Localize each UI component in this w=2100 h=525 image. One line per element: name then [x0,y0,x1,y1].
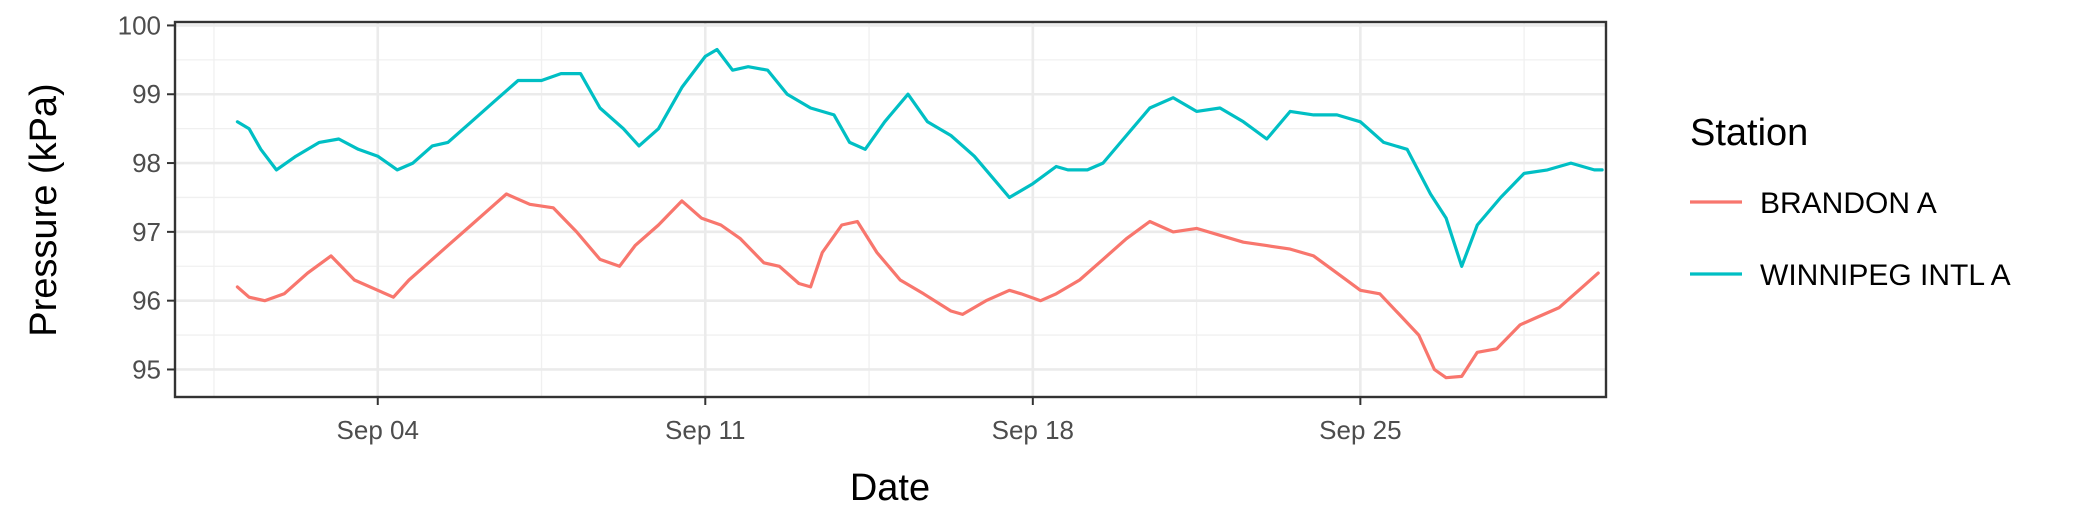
series-line [235,192,1600,380]
x-tick-label: Sep 04 [337,415,419,445]
y-tick-label: 97 [132,217,161,247]
y-axis-title: Pressure (kPa) [23,83,65,336]
y-tick-label: 99 [132,79,161,109]
x-axis-title: Date [850,467,930,509]
legend-label: WINNIPEG INTL A [1760,259,2011,292]
series-line [235,47,1604,268]
panel-background [175,22,1606,397]
y-axis: 95 96 97 98 99 100 [118,10,175,384]
legend-title: Station [1690,112,1808,154]
y-tick-label: 98 [132,148,161,178]
x-tick-label: Sep 11 [665,415,745,445]
legend-label: BRANDON A [1760,187,1937,220]
y-tick-label: 96 [132,286,161,316]
series-lines [235,47,1604,380]
x-tick-label: Sep 18 [992,415,1074,445]
panel-border [173,20,1608,399]
y-tick-label: 100 [118,10,161,40]
legend: Station BRANDON A WINNIPEG INTL A [1690,112,2011,292]
y-tick-label: 95 [132,354,161,384]
x-tick-label: Sep 25 [1319,415,1401,445]
x-axis: Sep 04 Sep 11 Sep 18 Sep 25 [337,397,1402,445]
